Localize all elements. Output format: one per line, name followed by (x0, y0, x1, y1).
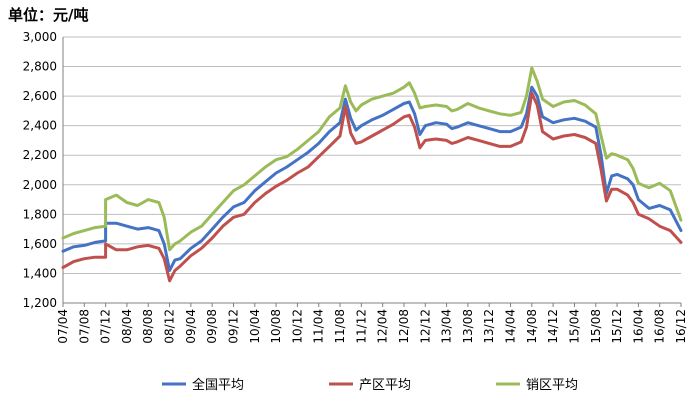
y-tick-label: 1,800 (23, 207, 57, 221)
x-tick-label: 15/04 (567, 309, 581, 344)
x-tick-label: 08/08 (141, 309, 155, 344)
x-tick-label: 16/04 (631, 309, 645, 344)
x-tick-label: 07/12 (99, 309, 113, 344)
y-tick-label: 1,400 (23, 266, 57, 280)
x-tick-label: 15/08 (589, 309, 603, 344)
y-tick-label: 3,000 (23, 30, 57, 44)
x-tick-label: 14/04 (504, 309, 518, 344)
series-line-1 (61, 85, 683, 272)
y-tick-label: 2,600 (23, 89, 57, 103)
series-line-2 (61, 91, 683, 283)
x-tick-label: 13/12 (482, 309, 496, 344)
x-tick-label: 09/08 (205, 309, 219, 344)
y-tick-label: 1,600 (23, 237, 57, 251)
x-tick-label: 08/12 (163, 309, 177, 344)
x-tick-label: 09/04 (184, 309, 198, 344)
y-tick-label: 1,200 (23, 296, 57, 310)
unit-label: 单位：元/吨 (8, 6, 89, 24)
x-tick-label: 12/08 (397, 309, 411, 344)
legend-label: 销区平均 (526, 378, 578, 393)
x-tick-label: 16/08 (653, 309, 667, 344)
x-tick-label: 16/12 (674, 309, 688, 344)
y-tick-label: 2,000 (23, 178, 57, 192)
legend-label: 全国平均 (192, 377, 244, 393)
x-tick-label: 14/12 (546, 309, 560, 344)
x-tick-label: 12/04 (376, 309, 390, 344)
x-tick-label: 08/04 (120, 309, 134, 344)
x-tick-label: 13/08 (461, 309, 475, 344)
y-tick-label: 2,800 (23, 60, 57, 74)
x-tick-label: 07/08 (77, 309, 91, 344)
x-tick-label: 12/12 (418, 309, 432, 344)
y-tick-label: 2,200 (23, 148, 57, 162)
x-tick-label: 15/12 (610, 309, 624, 344)
x-tick-label: 11/08 (333, 309, 347, 344)
x-tick-label: 13/04 (440, 309, 454, 344)
x-tick-label: 07/04 (56, 309, 70, 344)
x-tick-label: 09/12 (226, 309, 240, 344)
x-tick-label: 10/08 (269, 309, 283, 344)
y-tick-label: 2,400 (23, 119, 57, 133)
x-tick-label: 14/08 (525, 309, 539, 344)
x-tick-label: 10/04 (248, 309, 262, 344)
x-tick-label: 11/04 (312, 309, 326, 344)
x-tick-label: 11/12 (354, 309, 368, 344)
series-line-3 (61, 66, 683, 252)
x-tick-label: 10/12 (290, 309, 304, 344)
legend-label: 产区平均 (359, 378, 411, 393)
